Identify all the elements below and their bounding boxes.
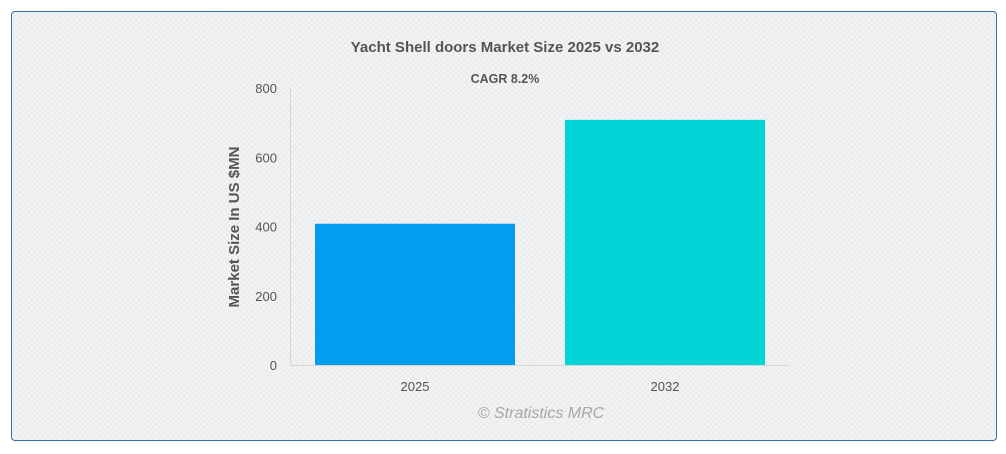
y-axis-ticks: 0 200 400 600 800: [255, 81, 277, 373]
y-tick-label: 800: [255, 81, 277, 96]
x-tick-label: 2032: [651, 379, 680, 394]
x-tick-label: 2025: [401, 379, 430, 394]
watermark: © Stratistics MRC: [478, 405, 605, 422]
y-tick-label: 600: [255, 150, 277, 165]
bar-2032[interactable]: [565, 119, 765, 365]
y-tick-label: 400: [255, 220, 277, 235]
bars-group: [315, 119, 765, 365]
y-axis-label: Market Size In US $MN: [226, 147, 243, 308]
chart-subtitle: CAGR 8.2%: [471, 72, 540, 86]
y-tick-label: 0: [270, 358, 277, 373]
bar-2025[interactable]: [315, 223, 515, 365]
x-axis-ticks: 2025 2032: [401, 379, 680, 394]
chart-title: Yacht Shell doors Market Size 2025 vs 20…: [351, 39, 660, 56]
y-tick-label: 200: [255, 289, 277, 304]
